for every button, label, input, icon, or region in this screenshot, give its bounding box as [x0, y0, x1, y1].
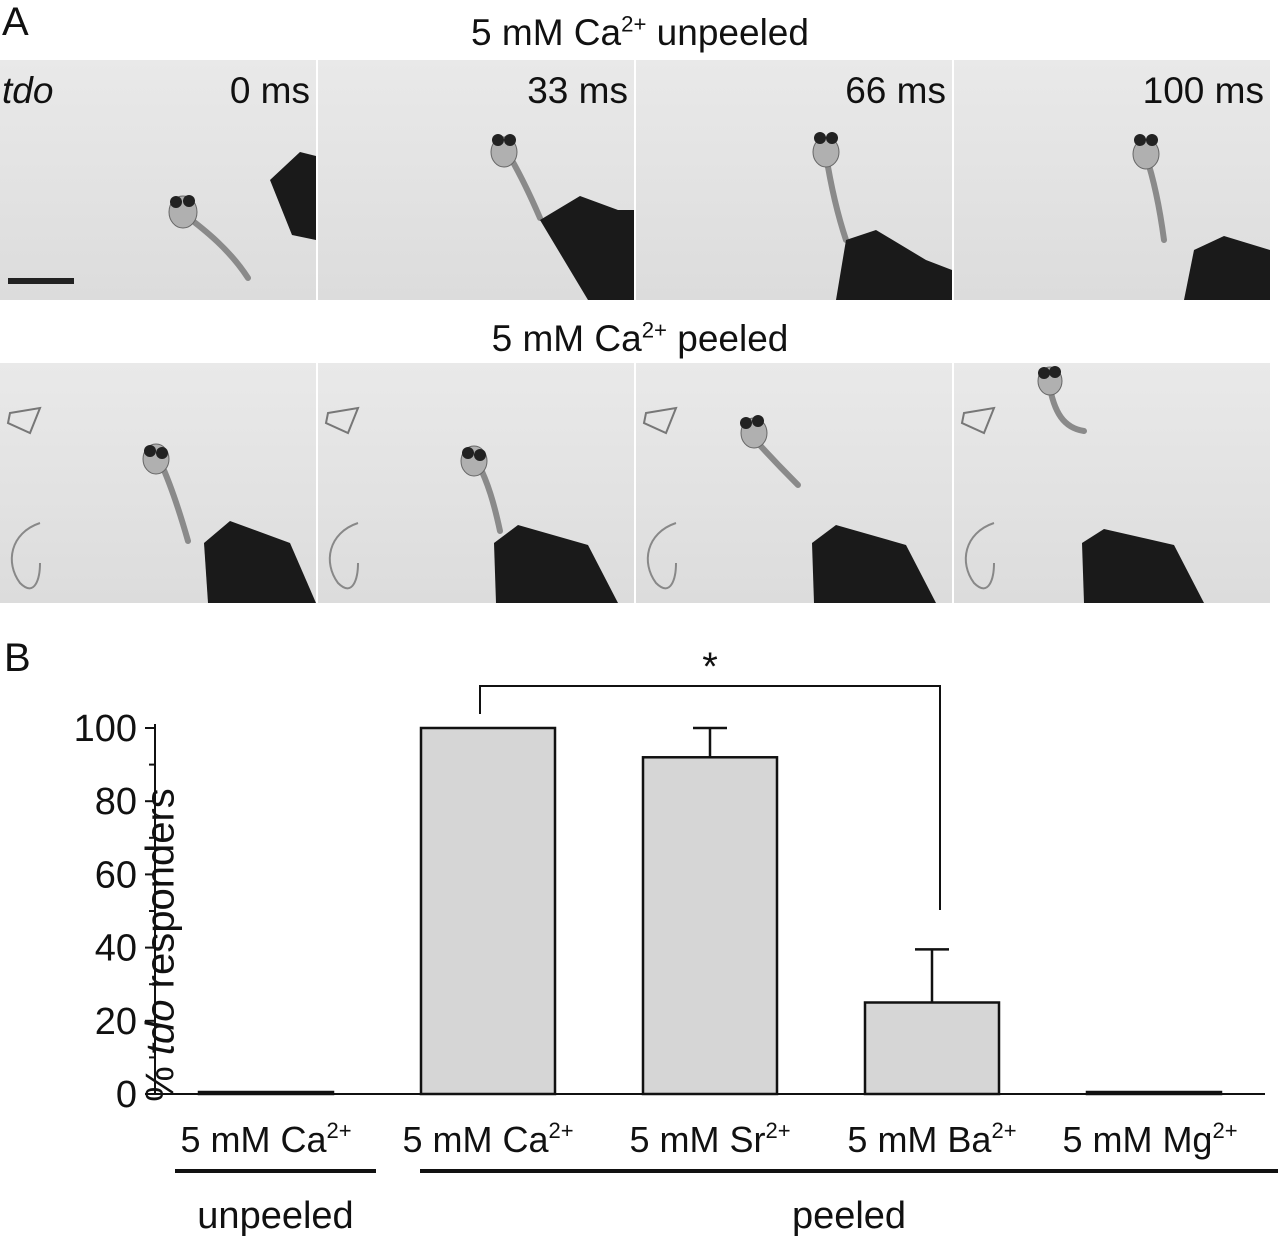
significance-bracket: [479, 685, 941, 910]
bar-chart: 0 20 40 60 80 100 * 5 mM Ca2+ 5 mM Ca2+ 5 mM Sr2+…: [74, 645, 1278, 1237]
bar: [419, 726, 557, 1096]
bar: [863, 1001, 1001, 1096]
strain-label: tdo: [2, 70, 54, 111]
x-tick-label: 5 mM Sr2+: [629, 1118, 790, 1160]
frame-unpeeled-3: 66 ms: [636, 60, 952, 300]
y-tick-label: 60: [95, 854, 137, 896]
group-label: peeled: [792, 1195, 906, 1237]
frame-peeled-2: [318, 363, 634, 603]
x-tick-label: 5 mM Ca2+: [402, 1118, 573, 1160]
frame-peeled-1: [0, 363, 316, 603]
row-2-title: 5 mM Ca2+ peeled: [491, 317, 789, 359]
frame-time-label: 66 ms: [845, 70, 946, 111]
x-tick-label: 5 mM Ba2+: [847, 1118, 1016, 1160]
x-tick-label: 5 mM Ca2+: [180, 1118, 351, 1160]
y-tick-label: 40: [95, 928, 137, 970]
bar: [197, 1090, 335, 1096]
frame-time-label: 33 ms: [527, 70, 628, 111]
bar: [1085, 1090, 1223, 1096]
y-tick-label: 80: [95, 781, 137, 823]
frame-unpeeled-4: 100 ms: [954, 60, 1270, 300]
y-tick-label: 100: [74, 708, 137, 750]
frame-peeled-4: [954, 363, 1270, 603]
bar: [641, 756, 779, 1096]
frame-time-label: 100 ms: [1142, 70, 1264, 111]
frame-unpeeled-2: 33 ms: [318, 60, 634, 300]
scale-bar: [8, 278, 74, 284]
frame-peeled-3: [636, 363, 952, 603]
panel-b-letter: B: [4, 636, 31, 680]
panel-a-letter: A: [2, 0, 29, 44]
significance-star: *: [702, 645, 718, 689]
y-tick-label: 0: [116, 1074, 137, 1116]
y-tick-label: 20: [95, 1001, 137, 1043]
row-1-title: 5 mM Ca2+ unpeeled: [471, 11, 809, 53]
frame-unpeeled-1: tdo 0 ms: [0, 60, 316, 300]
frame-time-label: 0 ms: [229, 70, 310, 111]
x-tick-label: 5 mM Mg2+: [1062, 1118, 1237, 1160]
group-label: unpeeled: [197, 1195, 353, 1237]
